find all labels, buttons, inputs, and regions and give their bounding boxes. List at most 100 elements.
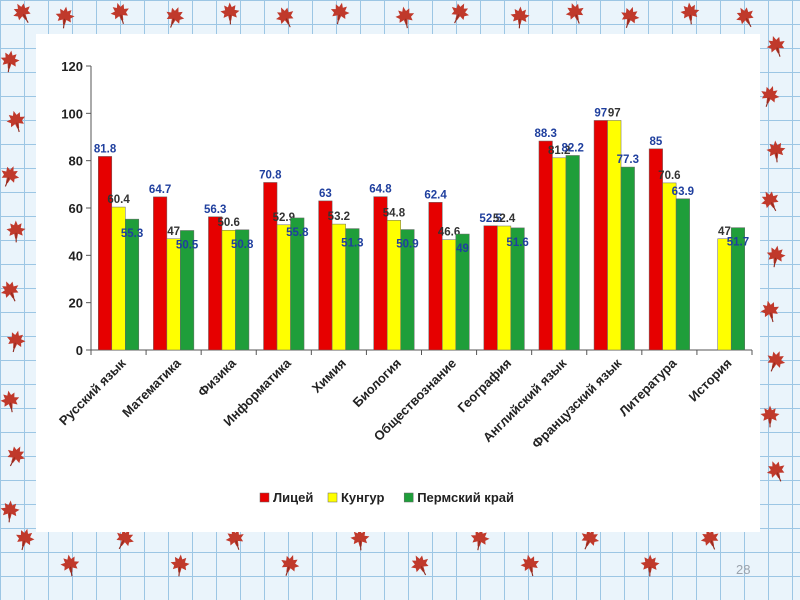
maple-leaf-icon	[225, 528, 244, 550]
maple-leaf-icon	[0, 500, 20, 523]
bar-value-label: 56.3	[204, 204, 226, 216]
category-label: Химия	[309, 356, 349, 396]
category-label: Русский язык	[56, 355, 129, 428]
bar	[428, 202, 443, 351]
maple-leaf-icon	[766, 36, 785, 57]
maple-leaf-icon	[281, 555, 300, 576]
bar-value-label: 52.9	[273, 212, 295, 224]
bar	[510, 227, 525, 351]
maple-leaf-icon	[16, 528, 35, 551]
bar	[483, 225, 498, 351]
category-label: Биология	[350, 356, 404, 410]
maple-leaf-icon	[6, 330, 26, 353]
bar	[345, 228, 360, 351]
maple-leaf-icon	[451, 3, 469, 24]
bar-value-label: 81.8	[94, 143, 117, 155]
legend-label: Кунгур	[341, 490, 384, 505]
maple-leaf-icon	[395, 6, 415, 29]
maple-leaf-icon	[766, 140, 786, 163]
maple-leaf-icon	[640, 554, 660, 577]
bar	[263, 182, 278, 351]
maple-leaf-icon	[767, 351, 786, 372]
bar	[318, 200, 333, 351]
bar	[552, 157, 567, 351]
bar	[235, 229, 250, 351]
y-tick-label: 0	[76, 343, 83, 358]
maple-leaf-icon	[170, 554, 190, 577]
maple-leaf-icon	[220, 2, 240, 25]
maple-leaf-icon	[736, 7, 754, 28]
maple-leaf-icon	[0, 281, 19, 302]
bar-value-label: 50.6	[218, 217, 240, 229]
maple-leaf-icon	[680, 2, 700, 25]
maple-leaf-icon	[116, 529, 134, 550]
bar	[166, 238, 181, 351]
bar-value-label: 51.6	[506, 237, 528, 249]
maple-leaf-icon	[766, 461, 785, 482]
maple-leaf-icon	[761, 191, 779, 212]
maple-leaf-icon	[565, 3, 584, 24]
bar	[442, 239, 457, 351]
bar-value-label: 88.3	[535, 128, 557, 140]
bar-value-label: 46.6	[438, 227, 460, 239]
y-tick-label: 80	[69, 154, 83, 169]
category-label: География	[455, 356, 515, 416]
maple-leaf-icon	[55, 6, 75, 29]
bar	[717, 238, 732, 351]
y-tick-label: 100	[61, 106, 83, 121]
bar	[208, 216, 223, 351]
y-tick-label: 20	[69, 296, 83, 311]
maple-leaf-icon	[0, 50, 20, 73]
bar-value-label: 52.4	[493, 213, 516, 225]
bar-value-label: 50.8	[231, 239, 254, 251]
maple-leaf-icon	[166, 7, 185, 28]
maple-leaf-icon	[275, 7, 294, 28]
bar	[373, 196, 388, 351]
bar	[675, 198, 690, 351]
bar-value-label: 85	[649, 136, 662, 148]
bar	[593, 120, 608, 351]
maple-leaf-icon	[411, 555, 429, 576]
bar-value-label: 52.5	[479, 213, 502, 225]
bar-value-label: 77.3	[617, 154, 639, 166]
bar	[565, 155, 580, 351]
bar	[98, 156, 113, 351]
legend-label: Пермский край	[417, 490, 514, 505]
bar-value-label: 70.8	[259, 169, 282, 181]
bar	[125, 218, 140, 351]
bar-value-label: 54.8	[383, 207, 406, 219]
maple-leaf-icon	[761, 85, 780, 107]
bar	[538, 140, 553, 351]
legend-swatch	[327, 492, 338, 503]
bar-value-label: 50.9	[396, 239, 418, 251]
maple-leaf-icon	[510, 6, 530, 29]
bar	[455, 233, 470, 351]
maple-leaf-icon	[766, 245, 786, 268]
bar	[290, 217, 305, 351]
maple-leaf-icon	[60, 554, 80, 577]
maple-leaf-icon	[6, 110, 25, 133]
legend-swatch	[259, 492, 270, 503]
bar-value-label: 70.6	[658, 170, 680, 182]
maple-leaf-icon	[0, 390, 20, 413]
maple-leaf-icon	[6, 220, 26, 243]
maple-leaf-icon	[700, 529, 719, 550]
bar	[153, 196, 168, 351]
maple-leaf-icon	[760, 300, 779, 323]
bar-value-label: 51.7	[727, 237, 749, 249]
bar-value-label: 63.9	[672, 186, 694, 198]
category-label: Физика	[195, 355, 240, 400]
bar-value-label: 64.8	[369, 184, 392, 196]
bar-value-label: 97	[608, 107, 621, 119]
bar-value-label: 50.5	[176, 239, 199, 251]
maple-leaf-icon	[520, 554, 540, 577]
category-label: Математика	[119, 355, 184, 420]
legend-label: Лицей	[273, 490, 313, 505]
bar	[620, 166, 635, 351]
maple-leaf-icon	[760, 405, 780, 428]
maple-leaf-icon	[7, 446, 25, 467]
maple-leaf-icon	[330, 2, 350, 25]
bar-value-label: 64.7	[149, 184, 171, 196]
maple-leaf-icon	[110, 2, 129, 25]
